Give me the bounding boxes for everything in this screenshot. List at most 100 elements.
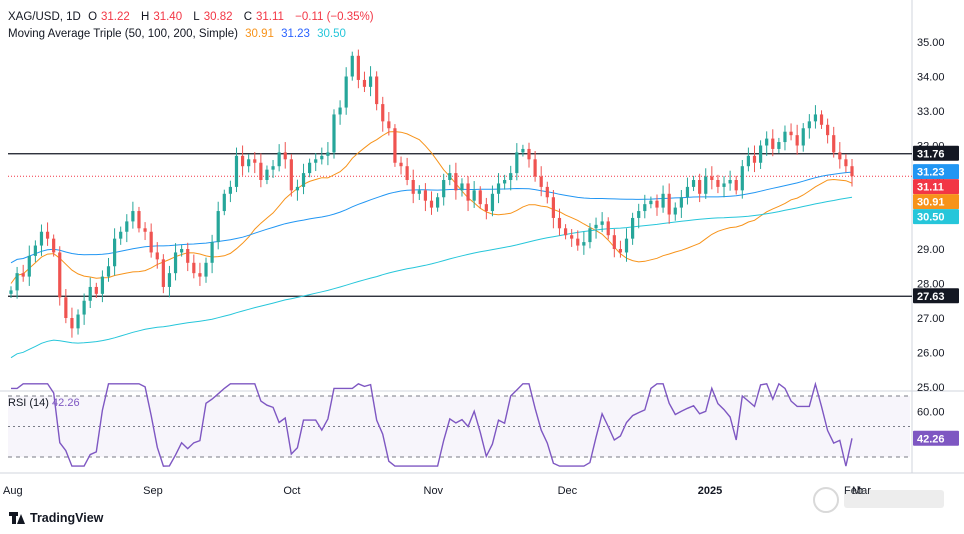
candle-body [82, 300, 86, 315]
time-tick-label: 2025 [698, 485, 722, 497]
candle-body [637, 211, 641, 218]
candle-body [454, 173, 458, 191]
candle-body [253, 159, 257, 163]
candle-body [198, 273, 202, 277]
price-label-badge [913, 145, 959, 161]
candle-body [777, 142, 781, 149]
price-label-text: 31.76 [917, 148, 945, 160]
ma-label[interactable]: Moving Average Triple (50, 100, 200, Sim… [8, 28, 238, 40]
candle-body [515, 152, 519, 174]
price-tick-label: 26.00 [917, 348, 945, 360]
time-tick-label: Mar [852, 485, 871, 497]
price-axis: 35.0034.0033.0032.0031.0030.0029.0028.00… [913, 37, 959, 394]
candle-body [521, 148, 525, 153]
candle-body [631, 217, 635, 239]
candle-body [557, 217, 562, 229]
candle-body [606, 221, 610, 236]
candle-body [15, 273, 19, 291]
candle-body [70, 318, 74, 329]
rsi-value-badge [913, 430, 959, 446]
candle-body [576, 238, 580, 246]
price-label-badge [913, 179, 959, 195]
candle-body [222, 193, 226, 212]
candle-body [472, 190, 476, 201]
price-label-text: 30.91 [917, 197, 945, 209]
candle-body [289, 159, 293, 191]
candle-body [100, 276, 105, 294]
candle-body [539, 176, 543, 187]
candle-body [58, 252, 62, 298]
rsi-label[interactable]: RSI (14) [8, 397, 49, 409]
price-label-badge [913, 209, 959, 225]
low-label: L [193, 11, 200, 23]
candle-body [228, 186, 232, 194]
rsi-header: RSI (14) 42.26 [8, 397, 80, 409]
time-tick-label: Feb [844, 485, 863, 497]
candle-body [728, 180, 732, 184]
high-value: 31.40 [153, 11, 183, 23]
candle-body [125, 221, 129, 232]
candle-body [88, 286, 92, 301]
time-axis: Aug Sep Oct Nov Dec 2025 FebMar [3, 485, 871, 497]
price-tick-label: 29.00 [917, 244, 945, 256]
watermark-seal-icon [812, 482, 952, 518]
candle-body [448, 173, 452, 180]
candle-body [247, 159, 251, 167]
price-tick-label: 28.00 [917, 279, 945, 291]
candle-body [167, 273, 172, 287]
candle-body [119, 231, 123, 239]
candle-body [161, 259, 165, 287]
candle-body [807, 121, 811, 129]
rsi-tick-label: 60.00 [917, 406, 945, 418]
candle-body [813, 114, 818, 122]
candle-body [496, 183, 501, 194]
candle-body [186, 249, 190, 263]
candle-body [332, 114, 336, 153]
candle-body [308, 162, 312, 174]
candle-body [838, 152, 842, 160]
candle-body [503, 180, 507, 184]
ma200-value: 30.50 [317, 28, 346, 40]
change-value: −0.11 (−0.35%) [295, 11, 374, 23]
candle-body [21, 273, 25, 277]
candle-body [722, 183, 726, 187]
logo-text: TradingView [30, 511, 104, 525]
candle-body [216, 211, 220, 243]
rsi-value-text: 42.26 [917, 433, 945, 445]
candle-body [643, 204, 647, 212]
candle-body [344, 76, 348, 108]
candle-body [368, 76, 373, 87]
candle-body [771, 138, 775, 149]
candle-body [588, 228, 592, 243]
candlesticks [9, 49, 854, 338]
tradingview-logo[interactable]: TradingView [9, 511, 103, 525]
symbol-header: XAG/USD, 1D O 31.22 H 31.40 L 30.82 C 31.11 … [8, 11, 378, 23]
candle-body [533, 159, 537, 177]
price-label-text: 30.50 [917, 212, 945, 224]
candle-body [484, 204, 488, 212]
candle-body [381, 104, 385, 122]
price-label-badge [913, 164, 959, 180]
tradingview-logo-icon [9, 512, 25, 524]
rsi-header-value: 42.26 [52, 397, 80, 409]
ma100-value: 31.23 [281, 28, 310, 40]
candle-body [783, 131, 787, 143]
symbol-label[interactable]: XAG/USD, 1D [8, 11, 81, 23]
price-tick-label: 33.00 [917, 106, 945, 118]
candle-body [826, 124, 830, 136]
close-label: C [243, 11, 252, 23]
price-tick-label: 27.00 [917, 313, 945, 325]
candle-body [490, 193, 495, 212]
candle-body [192, 262, 196, 274]
candle-body [740, 166, 744, 191]
open-value: 31.22 [101, 11, 130, 23]
candle-body [399, 162, 403, 167]
candle-body [283, 152, 287, 160]
price-label-text: 31.11 [917, 182, 944, 194]
candle-body [362, 79, 367, 87]
ma200-line [10, 196, 853, 359]
rsi-line [11, 381, 853, 467]
price-grid [0, 0, 964, 474]
candle-body [832, 135, 836, 153]
